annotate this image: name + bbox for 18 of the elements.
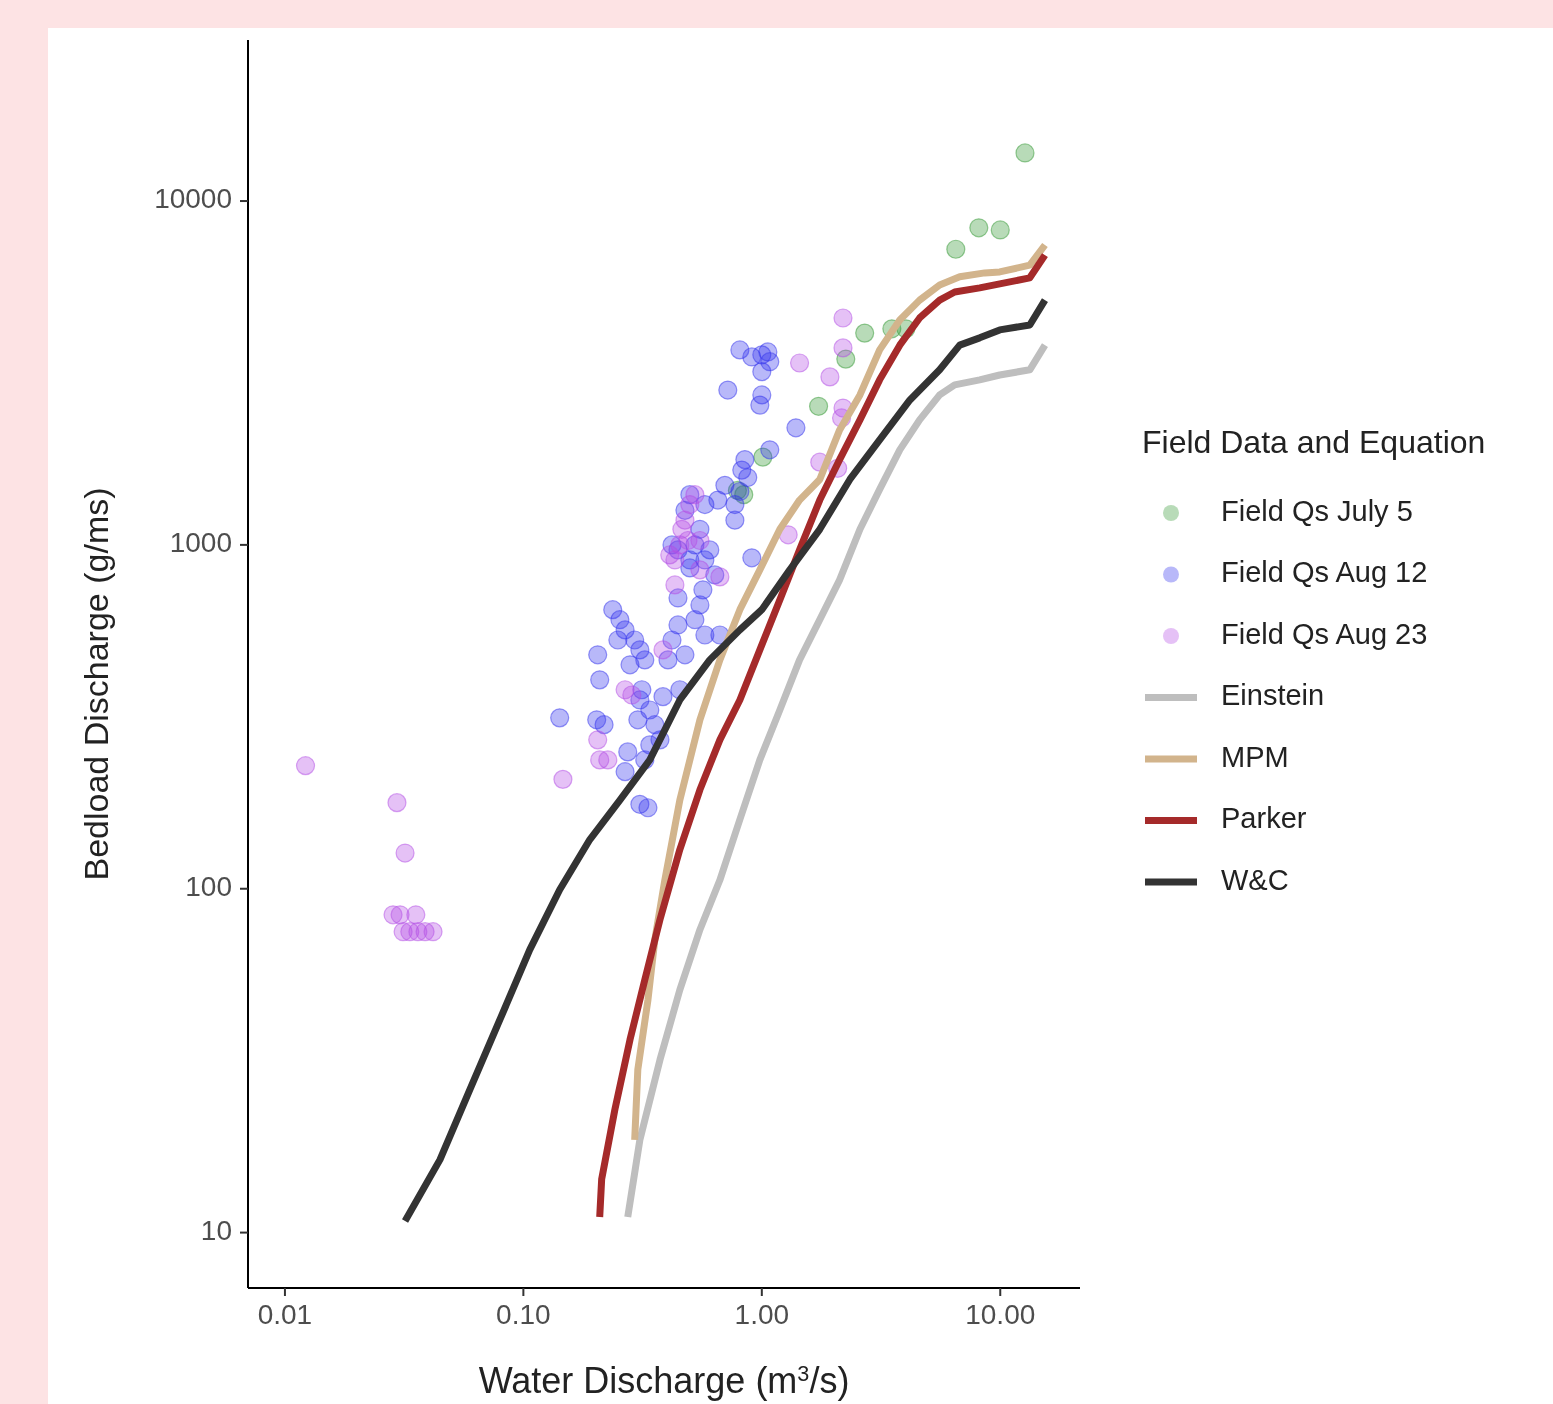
legend-label: W&C	[1221, 863, 1289, 896]
y-axis-title: Bedload Discharge (g/ms)	[77, 487, 115, 881]
y-tick-label: 100	[185, 871, 232, 903]
x-tick-label: 0.01	[257, 1299, 313, 1330]
y-tick-label: 10	[200, 1214, 232, 1246]
legend-label: Field Qs Aug 23	[1221, 617, 1428, 650]
legend-label: Parker	[1221, 802, 1307, 835]
legend-title: Field Data and Equation	[1142, 424, 1486, 461]
x-axis-title: Water Discharge (m$^{3}$/s)	[478, 1360, 850, 1401]
legend-label: MPM	[1221, 740, 1289, 773]
y-tick-label: 1000	[169, 527, 232, 559]
x-tick-label: 1.00	[734, 1299, 790, 1330]
y-tick-label: 10000	[154, 183, 232, 215]
legend-label: Field Qs Aug 12	[1221, 556, 1428, 589]
x-tick-label: 0.10	[496, 1299, 551, 1330]
legend-label: Einstein	[1221, 679, 1325, 712]
legend-label: Field Qs July 5	[1221, 494, 1413, 527]
x-tick-label: 10.00	[965, 1299, 1036, 1330]
